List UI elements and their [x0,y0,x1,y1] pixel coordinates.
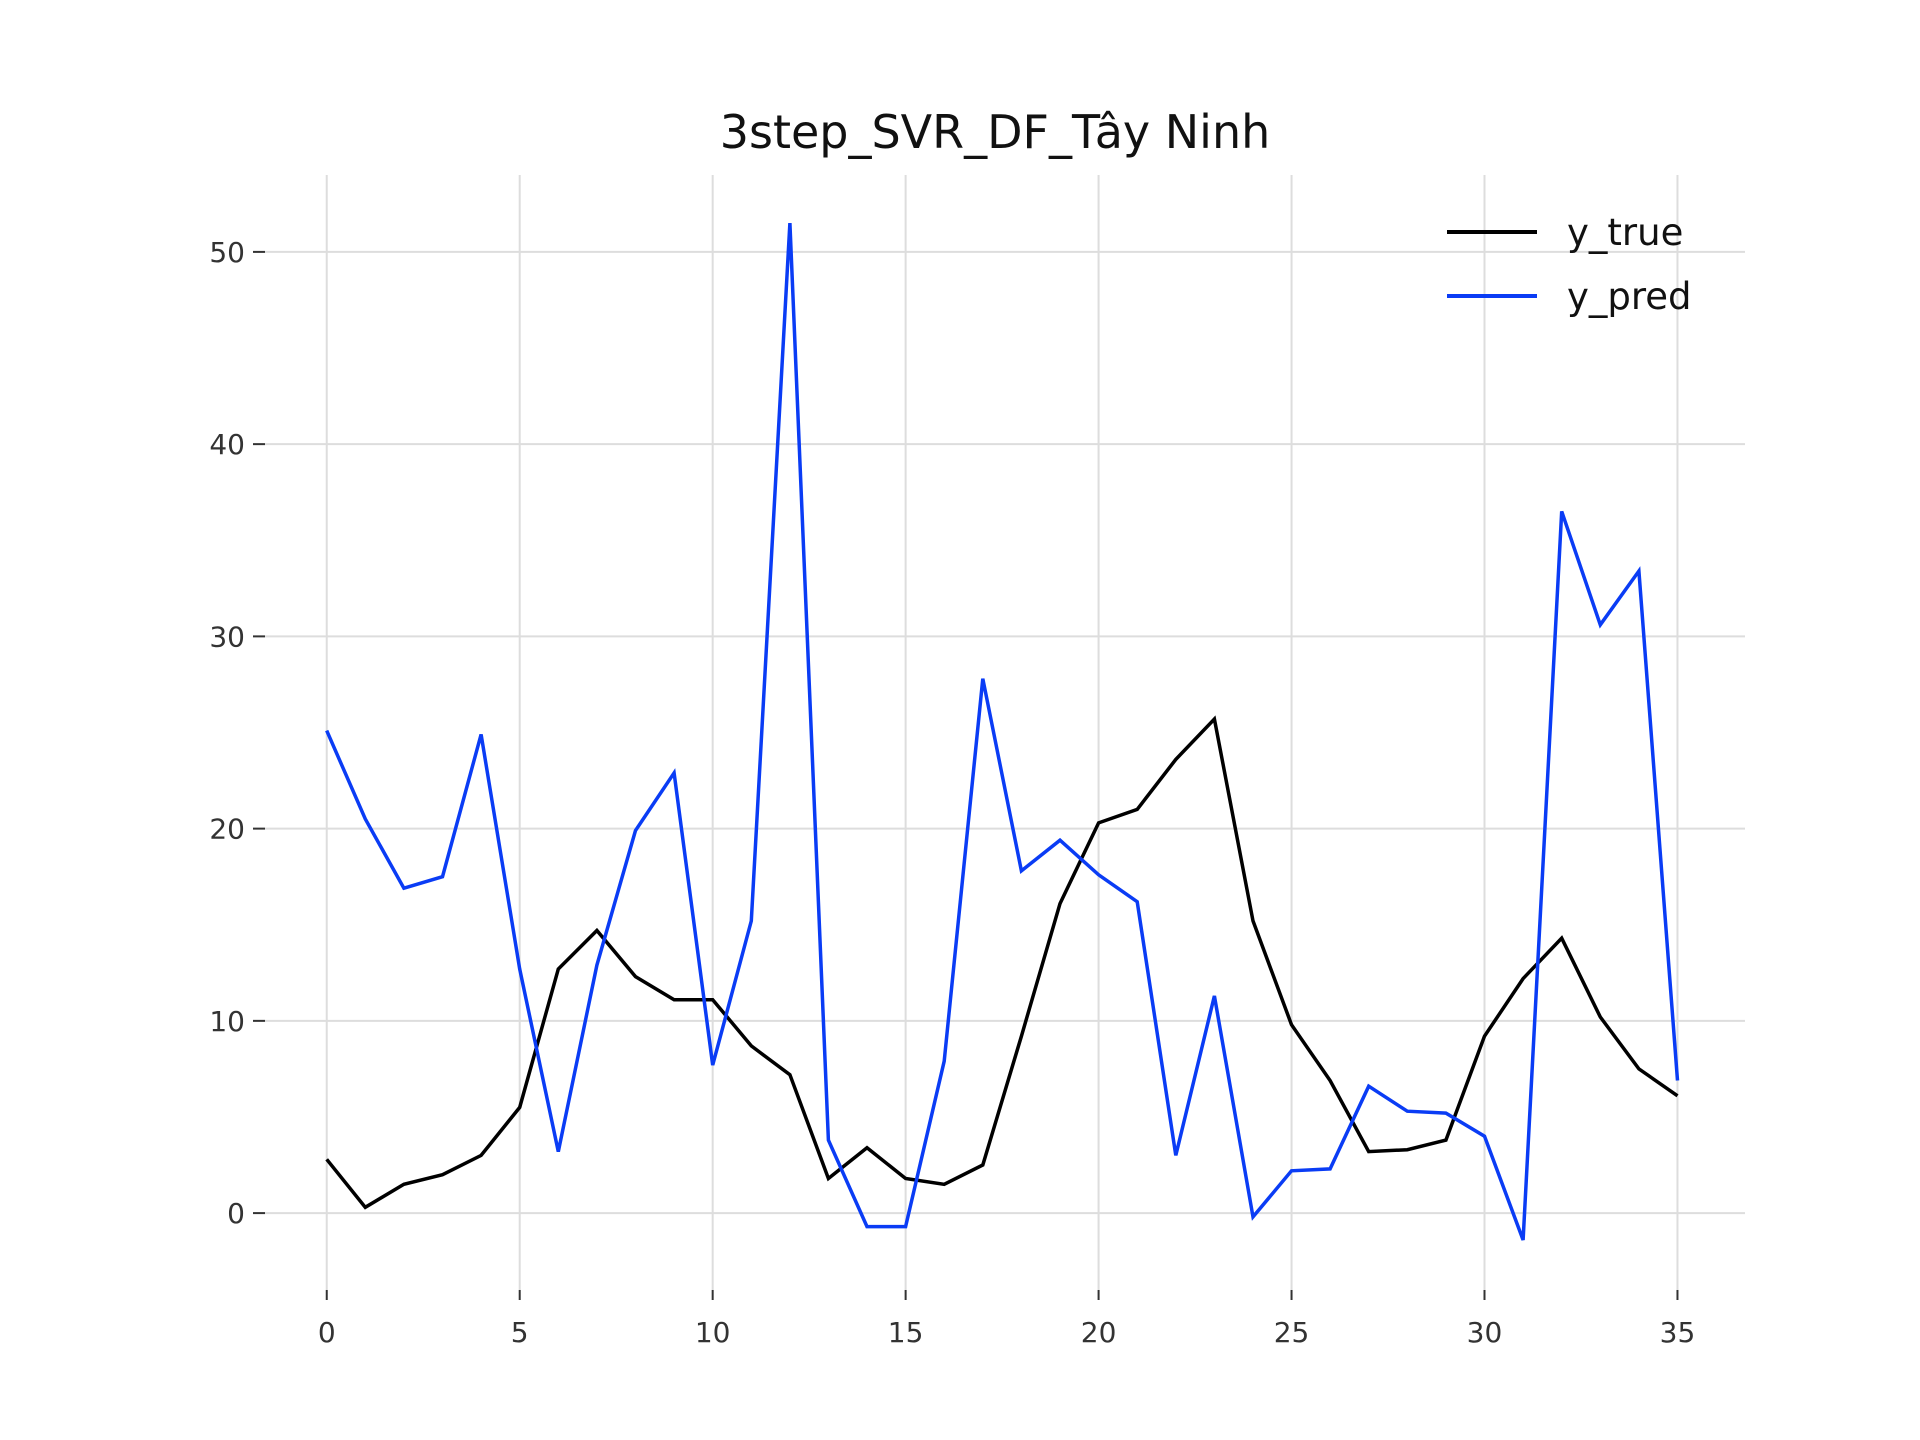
y-tick-label: 20 [209,813,245,846]
x-tick-label: 0 [318,1316,336,1349]
series-lines [325,223,1680,1241]
chart-title: 3step_SVR_DF_Tây Ninh [720,105,1271,159]
y-tick-label: 40 [209,428,245,461]
legend-label: y_pred [1567,275,1692,318]
x-tick-label: 30 [1467,1316,1503,1349]
x-tick-label: 35 [1660,1316,1696,1349]
series-line-y-pred [325,223,1680,1241]
legend-label: y_true [1567,211,1683,254]
grid [265,175,1745,1290]
y-tick-label: 50 [209,236,245,269]
x-tick-label: 15 [888,1316,924,1349]
x-tick-label: 20 [1081,1316,1117,1349]
series-line-y-true [325,715,1679,1210]
y-tick-label: 30 [209,620,245,653]
legend: y_true y_pred [1447,211,1692,318]
x-tick-label: 25 [1274,1316,1310,1349]
y-tick-label: 0 [227,1197,245,1230]
axis-ticks: 0 5 10 15 20 25 30 35 0 10 20 30 40 50 [209,236,1695,1349]
x-tick-label: 5 [511,1316,529,1349]
x-tick-label: 10 [695,1316,731,1349]
y-tick-label: 10 [209,1005,245,1038]
